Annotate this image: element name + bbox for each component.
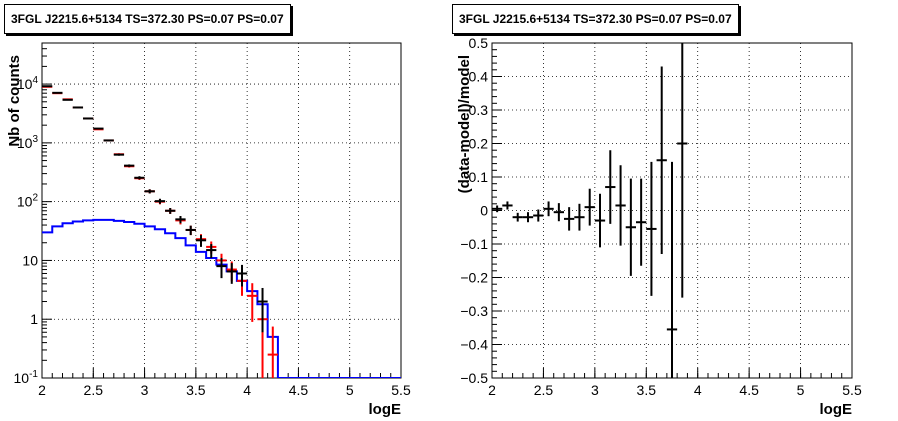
y-tick-label: 10-1 bbox=[14, 369, 39, 386]
x-axis-label: logE bbox=[820, 401, 853, 418]
data-point bbox=[543, 201, 554, 217]
data-point bbox=[195, 235, 207, 247]
data-point bbox=[522, 212, 534, 223]
y-tick-label: 0 bbox=[480, 203, 488, 219]
y-axis-label: (data-model)/model bbox=[456, 55, 473, 193]
left-chart-title: 3FGL J2215.6+5134 TS=372.30 PS=0.07 PS=0… bbox=[4, 4, 291, 34]
plot-frame bbox=[41, 42, 402, 379]
data-point bbox=[492, 205, 503, 213]
y-tick-label: 0.3 bbox=[469, 102, 489, 118]
data-point bbox=[83, 117, 94, 120]
data-point bbox=[165, 207, 176, 214]
plot-area bbox=[42, 85, 401, 378]
data-point bbox=[93, 127, 104, 130]
x-tick-label: 3 bbox=[591, 382, 599, 398]
data-point bbox=[257, 287, 268, 333]
x-tick-label: 3 bbox=[141, 382, 149, 398]
data-point bbox=[62, 98, 73, 101]
data-point bbox=[574, 203, 585, 231]
data-point bbox=[103, 139, 114, 142]
data-point bbox=[216, 258, 227, 279]
data-point bbox=[226, 263, 237, 284]
data-point bbox=[247, 283, 258, 322]
plot-area bbox=[492, 43, 688, 378]
x-tick-label: 2.5 bbox=[84, 382, 104, 398]
model-step-line bbox=[42, 218, 401, 378]
y-tick-label: 104 bbox=[17, 75, 39, 92]
data-point bbox=[236, 264, 248, 287]
right-chart-title: 3FGL J2215.6+5134 TS=372.30 PS=0.07 PS=0… bbox=[452, 4, 739, 34]
y-tick-label: −0.2 bbox=[460, 270, 488, 286]
data-point bbox=[605, 150, 616, 224]
data-point bbox=[677, 43, 688, 298]
data-point bbox=[144, 189, 155, 194]
data-point bbox=[502, 201, 513, 210]
data-point bbox=[185, 225, 196, 236]
x-axis-label: logE bbox=[369, 401, 402, 418]
x-tick-label: 4 bbox=[243, 382, 251, 398]
data-point bbox=[206, 244, 217, 259]
data-point bbox=[625, 178, 636, 276]
y-tick-label: −0.5 bbox=[460, 370, 488, 386]
data-point bbox=[134, 176, 145, 180]
y-tick-label: 0.4 bbox=[469, 69, 489, 85]
data-point bbox=[42, 85, 53, 88]
data-point bbox=[113, 153, 125, 156]
data-point bbox=[584, 188, 595, 226]
data-point bbox=[594, 193, 606, 248]
y-tick-label: −0.1 bbox=[460, 236, 488, 252]
data-point bbox=[267, 326, 278, 378]
x-tick-label: 5 bbox=[346, 382, 354, 398]
x-tick-label: 5.5 bbox=[391, 382, 411, 398]
data-point bbox=[533, 209, 544, 222]
y-tick-label: 10 bbox=[22, 252, 38, 268]
data-point bbox=[615, 165, 626, 246]
y-tick-label: 102 bbox=[17, 193, 39, 210]
data-point bbox=[154, 198, 166, 204]
data-point bbox=[124, 164, 135, 167]
data-point bbox=[646, 161, 657, 296]
data-point bbox=[52, 91, 63, 94]
y-tick-label: −0.4 bbox=[460, 337, 488, 353]
data-point bbox=[666, 161, 678, 378]
x-tick-label: 4 bbox=[694, 382, 702, 398]
data-point bbox=[512, 212, 523, 222]
y-axis-label: Nb of counts bbox=[6, 55, 23, 147]
data-point bbox=[553, 203, 564, 222]
data-point bbox=[72, 106, 84, 109]
x-tick-label: 5 bbox=[797, 382, 805, 398]
y-tick-label: 0.2 bbox=[469, 136, 489, 152]
y-tick-label: 103 bbox=[17, 134, 39, 151]
data-point bbox=[564, 207, 575, 231]
x-tick-label: 4.5 bbox=[739, 382, 759, 398]
x-tick-label: 2.5 bbox=[534, 382, 554, 398]
data-point bbox=[656, 66, 667, 255]
data-point bbox=[175, 216, 186, 224]
x-tick-label: 5.5 bbox=[842, 382, 862, 398]
x-tick-label: 3.5 bbox=[186, 382, 206, 398]
y-tick-label: 1 bbox=[30, 311, 38, 327]
y-tick-label: 0.5 bbox=[469, 35, 489, 51]
data-point bbox=[636, 178, 647, 266]
x-tick-label: 4.5 bbox=[289, 382, 309, 398]
x-tick-label: 2 bbox=[488, 382, 496, 398]
y-tick-label: 0.1 bbox=[469, 169, 489, 185]
y-tick-label: −0.3 bbox=[460, 303, 488, 319]
x-tick-label: 2 bbox=[38, 382, 46, 398]
x-tick-label: 3.5 bbox=[637, 382, 657, 398]
